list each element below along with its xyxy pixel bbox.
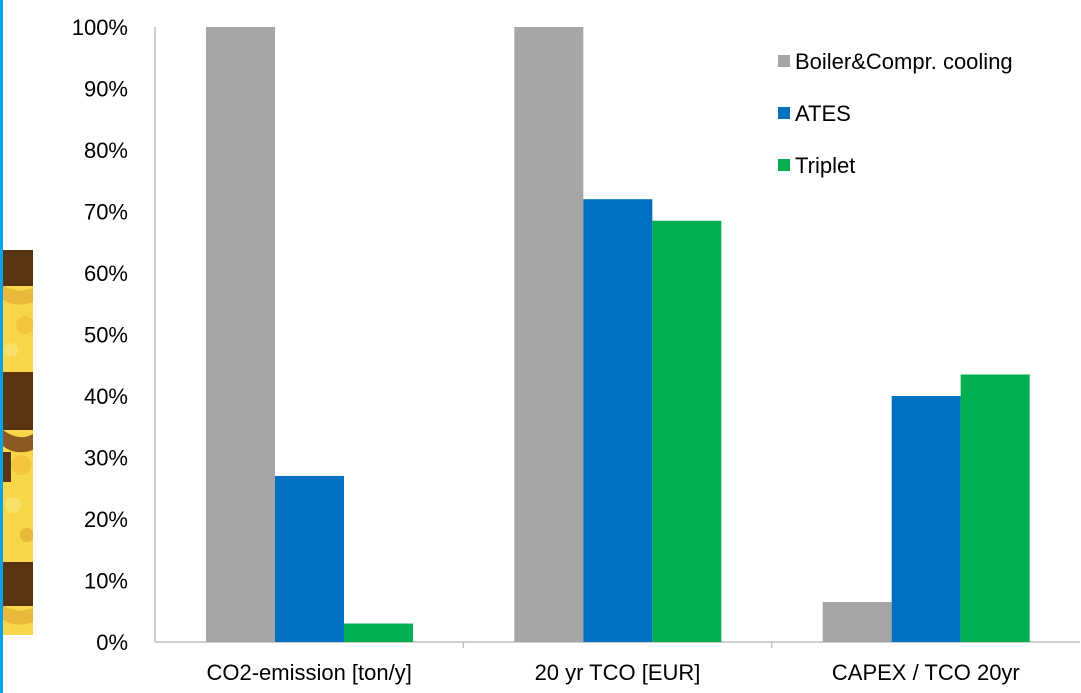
y-tick-label: 60% <box>84 261 128 286</box>
bar <box>275 475 344 642</box>
bar <box>822 602 892 642</box>
bar <box>514 27 584 642</box>
y-tick-label: 30% <box>84 446 128 471</box>
bar <box>206 27 275 642</box>
legend-label: Triplet <box>795 153 855 178</box>
legend-swatch <box>778 159 790 171</box>
legend: Boiler&Compr. cooling ATES Triplet <box>778 49 1013 178</box>
legend-label: Boiler&Compr. cooling <box>795 49 1013 74</box>
y-tick-label: 100% <box>72 15 128 40</box>
bar <box>891 396 961 642</box>
side-photo-fragment <box>3 250 33 635</box>
x-tick-label: CO2-emission [ton/y] <box>206 660 411 685</box>
y-tick-label: 40% <box>84 384 128 409</box>
y-tick-label: 20% <box>84 507 128 532</box>
bar <box>652 220 722 642</box>
legend-swatch <box>778 55 790 67</box>
y-tick-label: 80% <box>84 138 128 163</box>
y-tick-label: 70% <box>84 200 128 225</box>
x-tick-label: 20 yr TCO [EUR] <box>535 660 701 685</box>
bar <box>960 374 1030 642</box>
y-tick-label: 10% <box>84 569 128 594</box>
legend-swatch <box>778 107 790 119</box>
left-border-strip <box>0 0 3 693</box>
bar <box>344 623 413 642</box>
legend-label: ATES <box>795 101 851 126</box>
y-tick-label: 90% <box>84 77 128 102</box>
x-tick-label: CAPEX / TCO 20yr <box>832 660 1020 685</box>
y-tick-label: 50% <box>84 323 128 348</box>
y-tick-label: 0% <box>96 630 128 655</box>
bar <box>583 199 653 642</box>
